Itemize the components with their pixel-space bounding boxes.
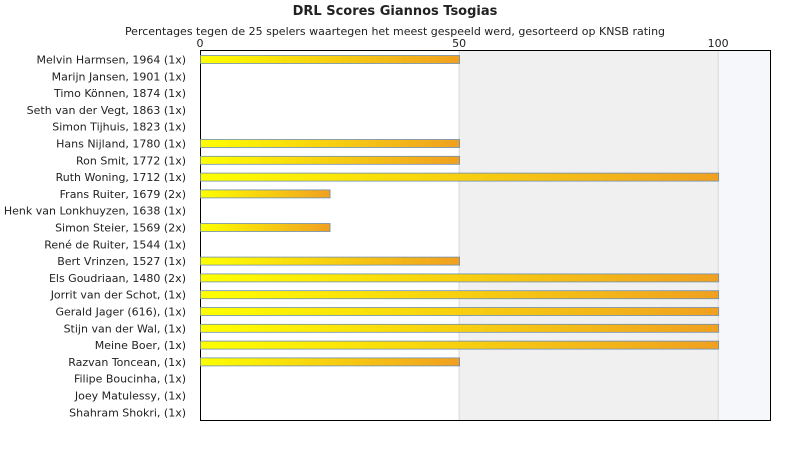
category-label: Meine Boer, (1x) (95, 339, 186, 352)
category-label: Razvan Toncean, (1x) (68, 356, 186, 369)
x-tick-label: 50 (452, 37, 466, 50)
x-tick-label: 0 (197, 37, 204, 50)
bar (200, 155, 460, 165)
category-label: Ruth Woning, 1712 (1x) (56, 171, 186, 184)
category-label: Els Goudriaan, 1480 (2x) (49, 272, 186, 285)
chart-subtitle: Percentages tegen de 25 spelers waartege… (124, 25, 666, 38)
bar (200, 256, 460, 266)
bar (200, 323, 720, 333)
bar (200, 172, 720, 182)
category-labels: Melvin Harmsen, 1964 (1x) Marijn Jansen, … (4, 54, 186, 420)
category-label: Hans Nijland, 1780 (1x) (56, 138, 186, 151)
category-label: Filipe Boucinha, (1x) (74, 373, 186, 386)
category-label: Timo Können, 1874 (1x) (53, 87, 186, 100)
category-label: Frans Ruiter, 1679 (2x) (60, 188, 186, 201)
x-tick-labels: 0 50 100 (197, 37, 729, 50)
category-label: Gerald Jager (616), (1x) (55, 306, 186, 319)
category-label: Henk van Lonkhuyzen, 1638 (1x) (4, 205, 186, 218)
x-tick-label: 100 (708, 37, 729, 50)
category-label: Simon Steier, 1569 (2x) (55, 222, 186, 235)
category-label: Marijn Jansen, 1901 (1x) (52, 70, 186, 83)
category-label: Jorrit van der Schot, (1x) (50, 289, 186, 302)
bar (200, 273, 720, 283)
category-label: Bert Vrinzen, 1527 (1x) (57, 255, 186, 268)
category-label: Ron Smit, 1772 (1x) (76, 154, 186, 167)
category-label: Shahram Shokri, (1x) (69, 406, 186, 419)
category-label: Stijn van der Wal, (1x) (64, 322, 186, 335)
chart-title: DRL Scores Giannos Tsogias (292, 4, 498, 19)
category-label: Simon Tijhuis, 1823 (1x) (52, 121, 186, 134)
background-band (459, 50, 719, 420)
background-bands (459, 50, 770, 420)
bar (200, 139, 460, 148)
category-label: Joey Matulessy, (1x) (74, 390, 186, 403)
category-label: Seth van der Vegt, 1863 (1x) (27, 104, 186, 117)
bar (200, 290, 720, 300)
bar (200, 340, 720, 350)
plot-frame (200, 50, 771, 421)
background-band (718, 50, 770, 420)
bar (200, 357, 460, 367)
category-label: Melvin Harmsen, 1964 (1x) (37, 54, 186, 67)
bar (200, 55, 460, 64)
bar (200, 307, 720, 316)
bars (200, 55, 720, 367)
bar (200, 223, 331, 232)
bar (200, 189, 331, 199)
category-label: René de Ruiter, 1544 (1x) (44, 238, 186, 251)
